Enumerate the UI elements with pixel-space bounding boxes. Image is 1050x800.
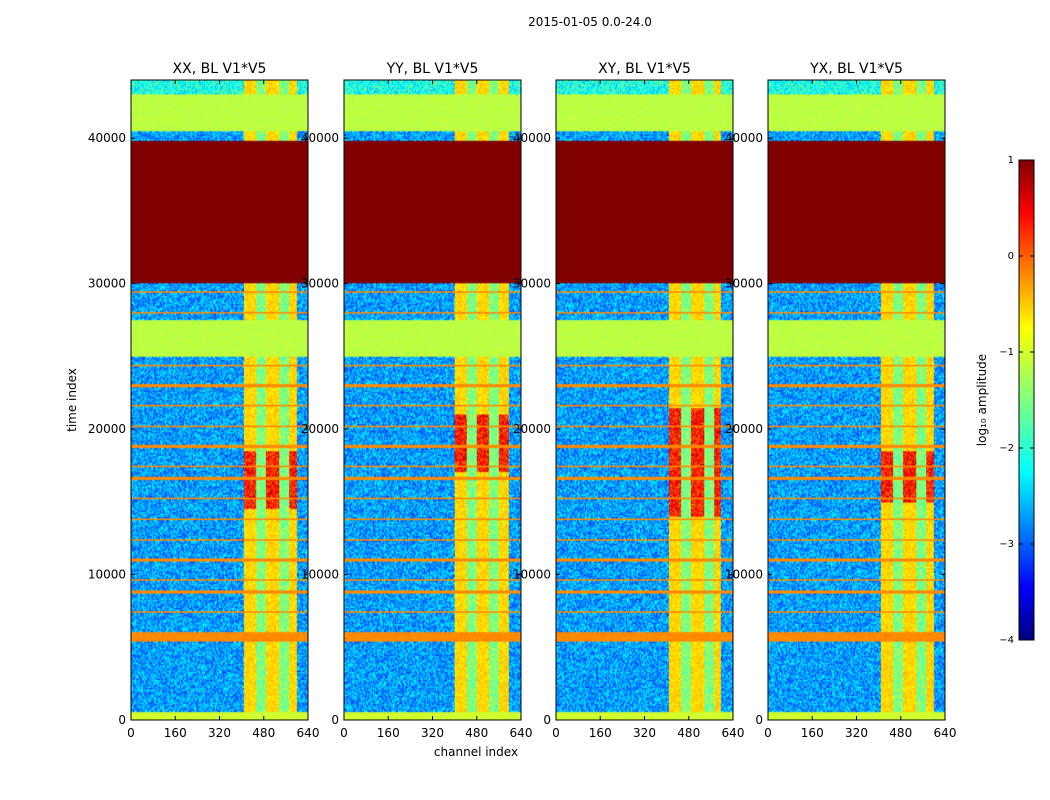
heatmap-image-3 xyxy=(768,80,945,720)
colorbar-ticks: 1 0 −1 −2 −3 −4 xyxy=(999,155,1034,646)
y-tick-label: 20000 xyxy=(513,422,551,436)
colorbar: 1 0 −1 −2 −3 −4 log₁₀ amplitude xyxy=(975,155,1035,646)
x-tick-label: 480 xyxy=(465,726,488,740)
x-tick-label: 160 xyxy=(801,726,824,740)
x-tick-label: 160 xyxy=(164,726,187,740)
x-tick-label: 480 xyxy=(252,726,275,740)
y-tick-label: 0 xyxy=(543,713,551,727)
panel-0: XX, BL V1*V5 0 160 320 480 640 0 10000 20000 3000… xyxy=(88,61,320,740)
y-tick-label: 0 xyxy=(118,713,126,727)
x-tick-label: 320 xyxy=(845,726,868,740)
x-tick-label: 0 xyxy=(127,726,135,740)
colorbar-tick-label: 1 xyxy=(1008,155,1014,166)
colorbar-tick-label: −4 xyxy=(999,635,1014,646)
panel-3: YX, BL V1*V5 0 160 320 480 640 0 10000 20000 3000… xyxy=(725,61,957,740)
panel-title: YX, BL V1*V5 xyxy=(809,61,903,77)
colorbar-tick-label: −1 xyxy=(999,347,1014,358)
x-tick-label: 480 xyxy=(889,726,912,740)
x-tick-label: 0 xyxy=(340,726,348,740)
x-tick-label: 480 xyxy=(677,726,700,740)
x-axis-label: channel index xyxy=(434,745,518,759)
colorbar-tick-label: −3 xyxy=(999,539,1014,550)
panel-title: YY, BL V1*V5 xyxy=(386,61,479,77)
colorbar-tick-label: −2 xyxy=(999,443,1014,454)
y-tick-label: 10000 xyxy=(88,568,126,582)
colorbar-tick-label: 0 xyxy=(1008,251,1014,262)
y-tick-label: 30000 xyxy=(88,277,126,291)
y-tick-label: 40000 xyxy=(88,131,126,145)
heatmap-image-0 xyxy=(131,80,308,720)
y-tick-label: 10000 xyxy=(301,568,339,582)
y-tick-label: 40000 xyxy=(725,131,763,145)
x-tick-label: 640 xyxy=(297,726,320,740)
x-tick-label: 160 xyxy=(589,726,612,740)
panel-title: XY, BL V1*V5 xyxy=(598,61,691,77)
x-tick-label: 0 xyxy=(764,726,772,740)
x-tick-label: 320 xyxy=(208,726,231,740)
colorbar-gradient xyxy=(1018,159,1035,641)
x-tick-label: 640 xyxy=(934,726,957,740)
y-tick-label: 10000 xyxy=(513,568,551,582)
heatmap-image-1 xyxy=(344,80,521,720)
x-tick-label: 640 xyxy=(722,726,745,740)
colorbar-label: log₁₀ amplitude xyxy=(975,354,989,446)
panel-1: YY, BL V1*V5 0 160 320 480 640 0 10000 20000 3000… xyxy=(301,61,533,740)
y-tick-label: 40000 xyxy=(301,131,339,145)
x-tick-label: 640 xyxy=(510,726,533,740)
y-tick-label: 0 xyxy=(755,713,763,727)
panel-title: XX, BL V1*V5 xyxy=(173,61,267,77)
y-tick-label: 40000 xyxy=(513,131,551,145)
x-tick-label: 160 xyxy=(377,726,400,740)
y-tick-label: 30000 xyxy=(513,277,551,291)
heatmap-image-2 xyxy=(556,80,733,720)
panels: XX, BL V1*V5 0 160 320 480 640 0 10000 20000 3000… xyxy=(88,61,957,740)
y-tick-label: 30000 xyxy=(301,277,339,291)
y-axis-label: time index xyxy=(65,368,79,432)
y-tick-label: 20000 xyxy=(301,422,339,436)
y-tick-label: 30000 xyxy=(725,277,763,291)
y-tick-label: 0 xyxy=(331,713,339,727)
y-tick-label: 20000 xyxy=(725,422,763,436)
y-tick-label: 10000 xyxy=(725,568,763,582)
y-tick-label: 20000 xyxy=(88,422,126,436)
x-tick-label: 320 xyxy=(633,726,656,740)
x-tick-label: 320 xyxy=(421,726,444,740)
panel-2: XY, BL V1*V5 0 160 320 480 640 0 10000 20000 3000… xyxy=(513,61,745,740)
suptitle: 2015-01-05 0.0-24.0 xyxy=(528,15,652,29)
x-tick-label: 0 xyxy=(552,726,560,740)
